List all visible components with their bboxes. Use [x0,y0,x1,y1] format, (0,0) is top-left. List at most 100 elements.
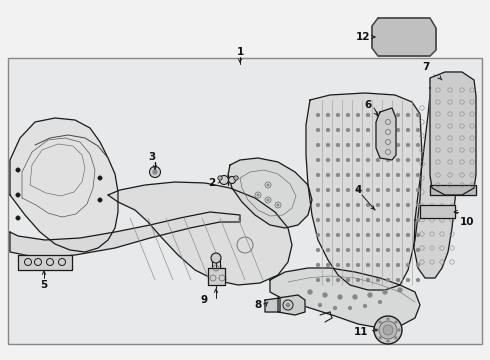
Circle shape [336,143,340,147]
Text: 4: 4 [354,185,362,195]
Circle shape [379,321,397,339]
Circle shape [416,173,420,177]
Circle shape [376,143,380,147]
Circle shape [386,143,390,147]
Circle shape [386,218,390,222]
Circle shape [416,128,420,132]
Circle shape [406,278,410,282]
Circle shape [366,173,370,177]
Circle shape [356,218,360,222]
Circle shape [386,203,390,207]
Circle shape [376,128,380,132]
Circle shape [356,233,360,237]
Circle shape [406,233,410,237]
Circle shape [396,263,400,267]
Circle shape [346,158,350,162]
Circle shape [366,128,370,132]
Circle shape [416,203,420,207]
Circle shape [416,113,420,117]
Polygon shape [278,295,305,315]
Circle shape [396,233,400,237]
Circle shape [336,278,340,282]
Circle shape [211,253,221,263]
Circle shape [316,278,320,282]
Text: 8: 8 [255,300,262,310]
Circle shape [386,263,390,267]
Circle shape [326,113,330,117]
Circle shape [333,306,337,310]
Circle shape [416,158,420,162]
Circle shape [374,316,402,344]
Polygon shape [10,118,118,252]
Polygon shape [265,298,280,312]
Circle shape [416,278,420,282]
Circle shape [98,176,102,180]
Circle shape [346,233,350,237]
Circle shape [378,300,382,304]
Circle shape [356,203,360,207]
Polygon shape [18,255,72,270]
Bar [8,58,482,344]
Circle shape [416,233,420,237]
Circle shape [376,218,380,222]
Circle shape [218,176,222,180]
Circle shape [366,158,370,162]
Circle shape [316,218,320,222]
Circle shape [376,158,380,162]
Circle shape [318,303,322,307]
Circle shape [356,188,360,192]
Circle shape [396,278,400,282]
Circle shape [368,292,372,297]
Polygon shape [414,93,462,278]
Circle shape [16,193,20,197]
Circle shape [346,263,350,267]
Circle shape [387,339,390,342]
Circle shape [406,173,410,177]
Polygon shape [430,185,476,195]
Circle shape [316,233,320,237]
Circle shape [396,158,400,162]
Circle shape [396,203,400,207]
Polygon shape [306,93,422,290]
Text: 10: 10 [460,217,474,227]
Circle shape [326,158,330,162]
Circle shape [406,263,410,267]
Circle shape [396,218,400,222]
Circle shape [336,263,340,267]
Polygon shape [376,108,396,160]
Circle shape [326,263,330,267]
Circle shape [386,188,390,192]
Circle shape [406,188,410,192]
Circle shape [376,203,380,207]
Circle shape [326,173,330,177]
Circle shape [356,263,360,267]
Polygon shape [108,182,292,285]
Circle shape [376,278,380,282]
Circle shape [379,336,382,339]
Circle shape [346,203,350,207]
Circle shape [326,218,330,222]
Circle shape [336,188,340,192]
Circle shape [416,188,420,192]
Circle shape [336,248,340,252]
Text: 11: 11 [353,327,368,337]
Circle shape [316,158,320,162]
Circle shape [406,143,410,147]
Circle shape [316,173,320,177]
Circle shape [338,294,343,300]
Circle shape [316,188,320,192]
Circle shape [386,278,390,282]
Polygon shape [420,205,455,218]
Circle shape [326,248,330,252]
Text: 12: 12 [356,32,370,42]
Circle shape [366,218,370,222]
Circle shape [386,158,390,162]
Circle shape [386,248,390,252]
Polygon shape [372,18,436,56]
Circle shape [406,248,410,252]
Circle shape [326,143,330,147]
Circle shape [352,294,358,300]
Circle shape [149,166,161,177]
Circle shape [346,173,350,177]
Circle shape [316,263,320,267]
